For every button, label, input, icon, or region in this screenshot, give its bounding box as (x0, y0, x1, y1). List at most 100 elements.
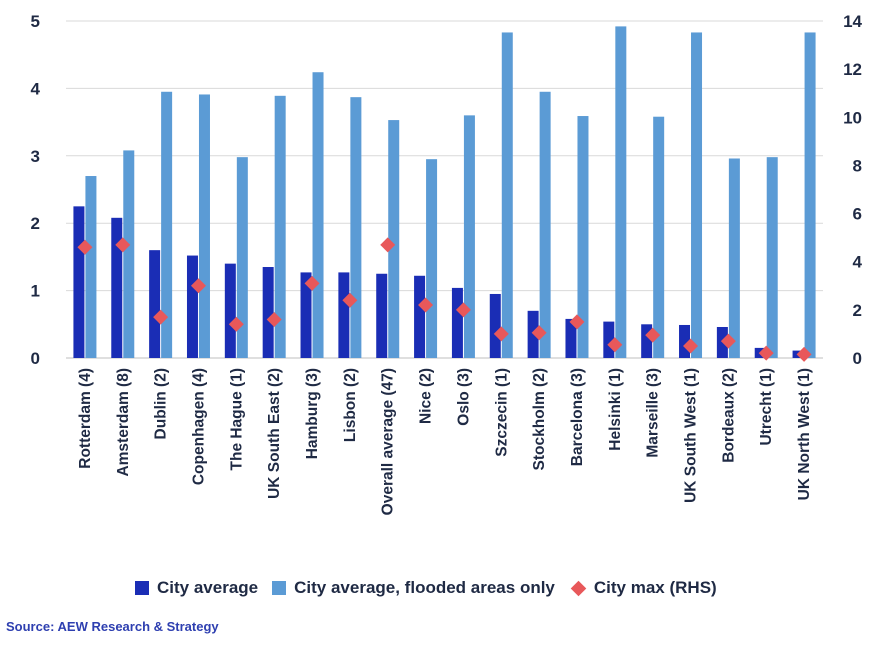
marker-city-max (342, 292, 358, 308)
bar-flooded-average (236, 157, 248, 358)
bar-flooded-average (766, 157, 778, 358)
marker-city-max (190, 278, 206, 294)
x-tick-label: Rotterdam (4) (77, 368, 94, 469)
bar-flooded-average (161, 91, 173, 359)
x-tick-label: Hamburg (3) (304, 368, 321, 459)
x-tick-label: Szczecin (1) (493, 368, 510, 457)
bar-city-average (111, 217, 123, 358)
y-tick-label-right: 8 (853, 156, 862, 175)
source-note: Source: AEW Research & Strategy (6, 619, 219, 634)
marker-city-max (304, 275, 320, 291)
legend-item-city-average: City average (135, 578, 258, 598)
marker-city-max (796, 346, 812, 362)
y-axis-right: 0 2 4 6 8 10 12 14 (843, 12, 862, 368)
bar-flooded-average (350, 97, 362, 359)
x-tick-label: Bordeaux (2) (720, 368, 737, 463)
bars (73, 26, 816, 359)
marker-city-max (531, 325, 547, 341)
marker-city-max (153, 309, 169, 325)
marker-city-max (115, 237, 131, 253)
marker-city-max (645, 327, 661, 343)
legend-swatch-city-average (135, 581, 149, 595)
bar-flooded-average (123, 150, 135, 358)
legend: City average City average, flooded areas… (135, 578, 731, 598)
bar-city-average (149, 250, 161, 358)
gridlines (66, 20, 823, 359)
y-tick-label-left: 2 (31, 214, 40, 233)
x-tick-label: Nice (2) (418, 368, 435, 424)
x-tick-label: UK North West (1) (796, 368, 813, 500)
marker-city-max (380, 237, 396, 253)
bar-city-average (338, 272, 350, 358)
bar-flooded-average (691, 32, 703, 358)
bar-flooded-average (804, 32, 816, 358)
marker-city-max (418, 297, 434, 313)
bar-flooded-average (501, 32, 513, 358)
y-tick-label-right: 10 (843, 108, 862, 127)
x-tick-label: Dublin (2) (153, 368, 170, 439)
x-axis: Rotterdam (4) Amsterdam (8) Dublin (2) Cope… (77, 368, 813, 515)
x-tick-label: UK South West (1) (683, 368, 700, 503)
marker-city-max (569, 314, 585, 330)
bar-city-average (603, 321, 615, 358)
bar-city-average (641, 324, 653, 358)
y-tick-label-right: 14 (843, 12, 862, 31)
bar-flooded-average (274, 95, 286, 359)
bar-city-average (565, 318, 577, 358)
bar-flooded-average (463, 115, 475, 358)
bar-flooded-average (426, 159, 438, 358)
marker-city-max (607, 337, 623, 353)
legend-item-flooded-average: City average, flooded areas only (272, 578, 555, 598)
y-tick-label-left: 1 (31, 282, 40, 301)
bar-city-average (451, 287, 463, 358)
x-tick-label: The Hague (1) (228, 368, 245, 470)
y-tick-label-left: 0 (31, 349, 40, 368)
y-tick-label-right: 12 (843, 60, 862, 79)
legend-label-city-max: City max (RHS) (593, 578, 717, 597)
x-tick-label: Helsinki (1) (607, 368, 624, 451)
y-tick-label-left: 5 (31, 12, 40, 31)
y-tick-label-left: 4 (31, 79, 41, 98)
bar-city-average (300, 272, 312, 358)
bar-city-average (73, 206, 85, 358)
y-tick-label-left: 3 (31, 147, 40, 166)
bar-flooded-average (615, 26, 627, 359)
marker-city-max (493, 326, 509, 342)
legend-marker-city-max (570, 580, 587, 596)
bar-flooded-average (312, 72, 324, 358)
marker-city-max (683, 338, 699, 354)
bar-city-average (414, 275, 426, 358)
y-tick-label-right: 0 (853, 349, 862, 368)
x-tick-label: Marseille (3) (645, 368, 662, 458)
bar-flooded-average (653, 116, 665, 358)
bar-city-average (527, 310, 539, 358)
legend-label-city-average: City average (157, 578, 259, 597)
marker-city-max (720, 333, 736, 349)
bar-city-average (679, 324, 691, 358)
y-axis-left: 0 1 2 3 4 5 (31, 12, 41, 368)
bar-flooded-average (198, 94, 210, 358)
marker-city-max (758, 345, 774, 361)
legend-swatch-flooded-average (272, 581, 287, 595)
bar-city-average (489, 293, 501, 358)
bar-flooded-average (728, 158, 740, 358)
legend-label-flooded-average: City average, flooded areas only (294, 578, 555, 597)
bar-flooded-average (539, 91, 551, 359)
bar-city-average (224, 263, 236, 358)
legend-item-city-max: City max (RHS) (569, 578, 717, 598)
y-tick-label-right: 6 (853, 205, 862, 224)
y-tick-label-right: 4 (853, 253, 863, 272)
x-tick-label: Overall average (47) (380, 368, 397, 515)
x-tick-label: Barcelona (3) (569, 368, 586, 466)
x-tick-label: Stockholm (2) (531, 368, 548, 470)
bar-city-average (186, 255, 198, 358)
x-tick-label: Oslo (3) (455, 368, 472, 426)
x-tick-label: Utrecht (1) (758, 368, 775, 446)
bar-flooded-average (577, 116, 589, 358)
marker-city-max (228, 316, 244, 332)
x-tick-label: Lisbon (2) (342, 368, 359, 442)
y-tick-label-right: 2 (853, 301, 862, 320)
bar-city-average (262, 267, 274, 358)
x-tick-label: Amsterdam (8) (115, 368, 132, 477)
